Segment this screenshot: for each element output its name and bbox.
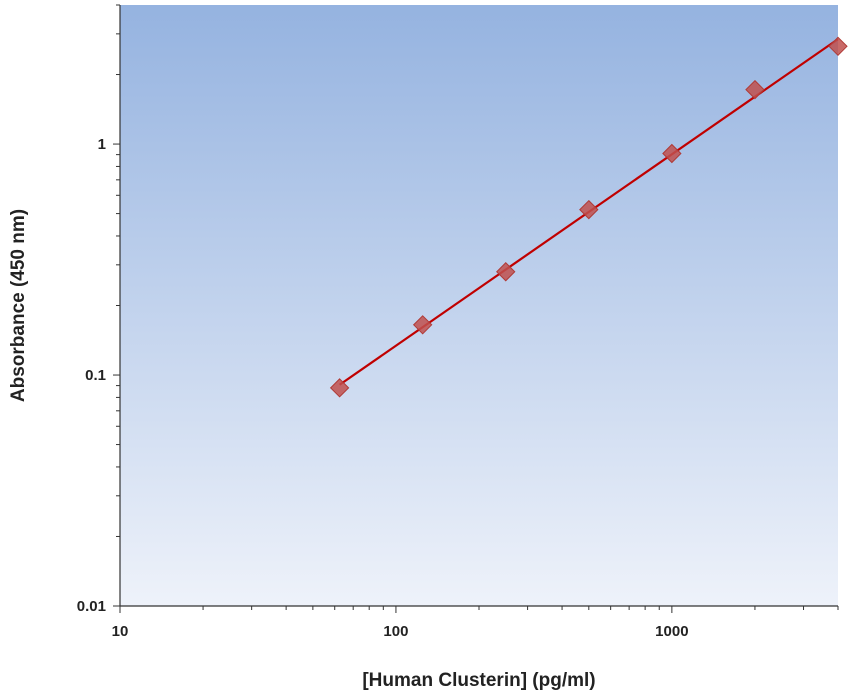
y-tick-label: 0.01 <box>77 598 106 615</box>
x-axis-title: [Human Clusterin] (pg/ml) <box>362 670 595 691</box>
tick-labels: 10 100 1000 0.01 0.1 1 <box>77 136 689 640</box>
data-point <box>828 36 848 57</box>
data-point <box>329 378 350 398</box>
plot-area <box>120 5 838 606</box>
y-tick-label: 0.1 <box>85 367 106 384</box>
x-tick-label: 1000 <box>655 623 688 640</box>
y-axis-title: Absorbance (450 nm) <box>8 209 29 402</box>
x-tick-label: 100 <box>383 623 408 640</box>
data-point <box>745 79 765 100</box>
x-tick-label: 10 <box>112 623 129 640</box>
y-tick-label: 1 <box>98 136 106 153</box>
data-point <box>579 199 599 220</box>
axes <box>113 4 839 613</box>
data-point <box>412 315 433 335</box>
data-points <box>329 36 848 398</box>
data-point <box>496 262 516 282</box>
data-point <box>662 143 682 164</box>
